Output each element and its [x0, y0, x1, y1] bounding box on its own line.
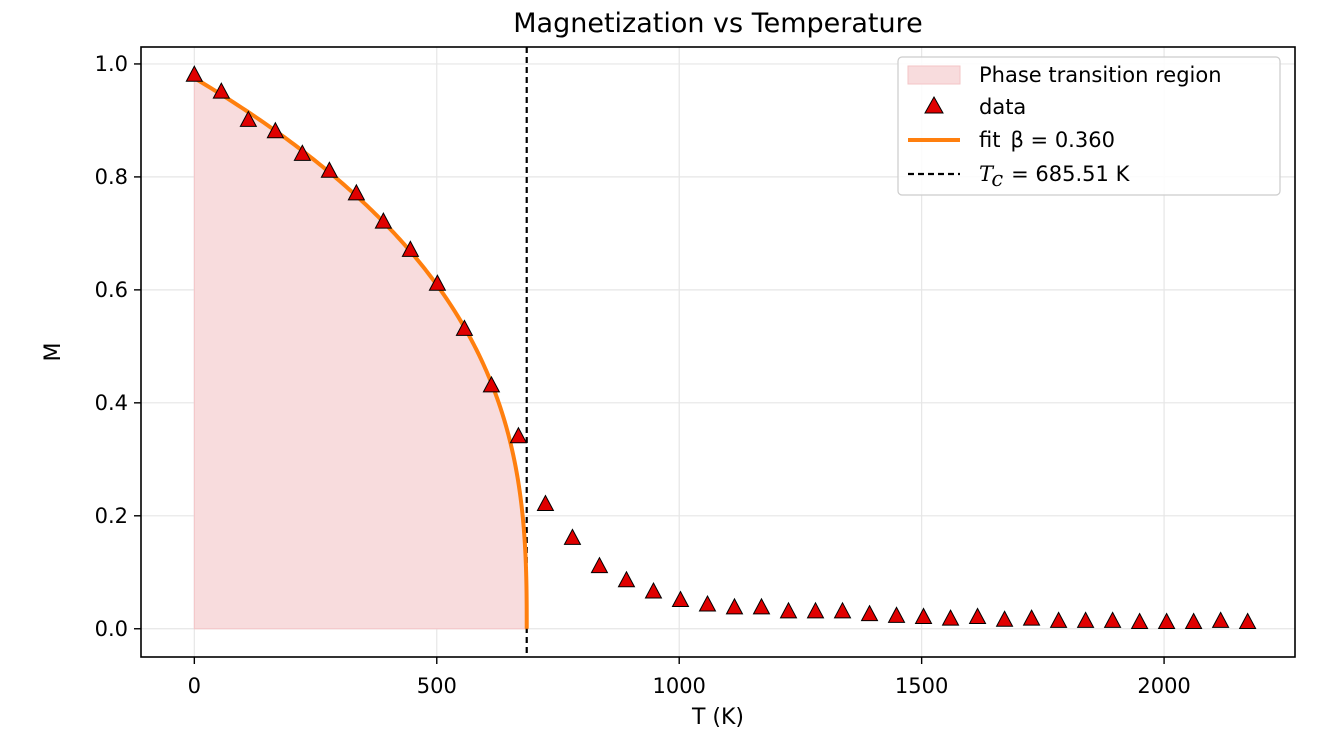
- data-point: [1157, 612, 1176, 630]
- data-point: [752, 597, 771, 615]
- y-tick-label: 1.0: [95, 52, 128, 76]
- y-tick-label: 0.4: [95, 391, 128, 415]
- data-point: [536, 494, 555, 511]
- data-point: [320, 161, 339, 178]
- legend: Phase transition region data fit β = 0.36…: [897, 56, 1281, 196]
- x-axis-label: T (K): [691, 705, 744, 730]
- legend-tc-label: Tc = 685.51 K: [979, 162, 1131, 191]
- legend-tc-subscript: c: [991, 167, 1003, 191]
- data-point: [1049, 611, 1068, 628]
- data-point: [887, 606, 906, 623]
- data-point: [455, 319, 474, 336]
- legend-tc-value: = 685.51 K: [1011, 162, 1130, 186]
- data-point: [347, 183, 366, 201]
- legend-data-marker: [924, 95, 944, 114]
- y-tick-label: 0.2: [95, 504, 128, 528]
- data-point: [1211, 611, 1230, 628]
- data-point: [833, 601, 852, 619]
- data-point: [590, 556, 609, 574]
- data-point: [212, 82, 231, 99]
- x-tick-label: 500: [417, 674, 457, 698]
- y-tick-label: 0.6: [95, 278, 128, 302]
- data-point: [401, 240, 420, 257]
- x-tick-label: 0: [188, 674, 201, 698]
- data-point: [698, 594, 717, 612]
- legend-region-label: Phase transition region: [979, 63, 1222, 87]
- legend-tc-symbol: T: [979, 162, 995, 186]
- y-axis-label: M: [41, 343, 66, 362]
- data-point: [644, 581, 663, 599]
- data-point: [725, 597, 744, 615]
- data-point: [185, 65, 204, 82]
- data-point: [914, 607, 933, 624]
- plot-frame: [140, 46, 1296, 658]
- data-point: [995, 610, 1014, 627]
- data-point: [1076, 611, 1095, 628]
- data-point: [1103, 611, 1122, 628]
- x-tick-label: 1000: [652, 674, 705, 698]
- y-ticks: 0.0 0.2 0.4 0.6 0.8 1.0: [95, 52, 141, 641]
- legend-frame: [897, 56, 1281, 196]
- data-point: [779, 601, 798, 619]
- data-point: [374, 212, 393, 229]
- legend-fit-label: fit β = 0.360: [979, 128, 1115, 152]
- data-point: [266, 121, 285, 139]
- data-point: [293, 144, 312, 161]
- y-tick-label: 0.0: [95, 617, 128, 641]
- data-point: [671, 590, 690, 608]
- data-point: [239, 110, 258, 127]
- data-point: [482, 375, 501, 393]
- data-point: [1184, 612, 1203, 630]
- data-point: [1130, 612, 1149, 630]
- legend-data-label: data: [979, 95, 1026, 119]
- data-point: [860, 604, 879, 622]
- legend-region-swatch: [907, 65, 961, 85]
- data-points: [185, 65, 1257, 630]
- data-point: [1022, 609, 1041, 626]
- data-point: [941, 609, 960, 626]
- data-point: [509, 426, 528, 444]
- x-tick-label: 1500: [895, 674, 948, 698]
- x-ticks: 0 500 1000 1500 2000: [188, 657, 1191, 698]
- data-point: [563, 528, 582, 545]
- data-point: [968, 607, 987, 624]
- chart-title: Magnetization vs Temperature: [513, 8, 922, 39]
- data-point: [617, 570, 636, 588]
- legend-fit-text: fit: [979, 128, 1000, 152]
- data-point: [1238, 612, 1257, 630]
- data-point: [428, 274, 447, 291]
- data-point: [806, 601, 825, 619]
- x-tick-label: 2000: [1137, 674, 1190, 698]
- legend-fit-math: β = 0.360: [1010, 128, 1114, 152]
- y-tick-label: 0.8: [95, 165, 128, 189]
